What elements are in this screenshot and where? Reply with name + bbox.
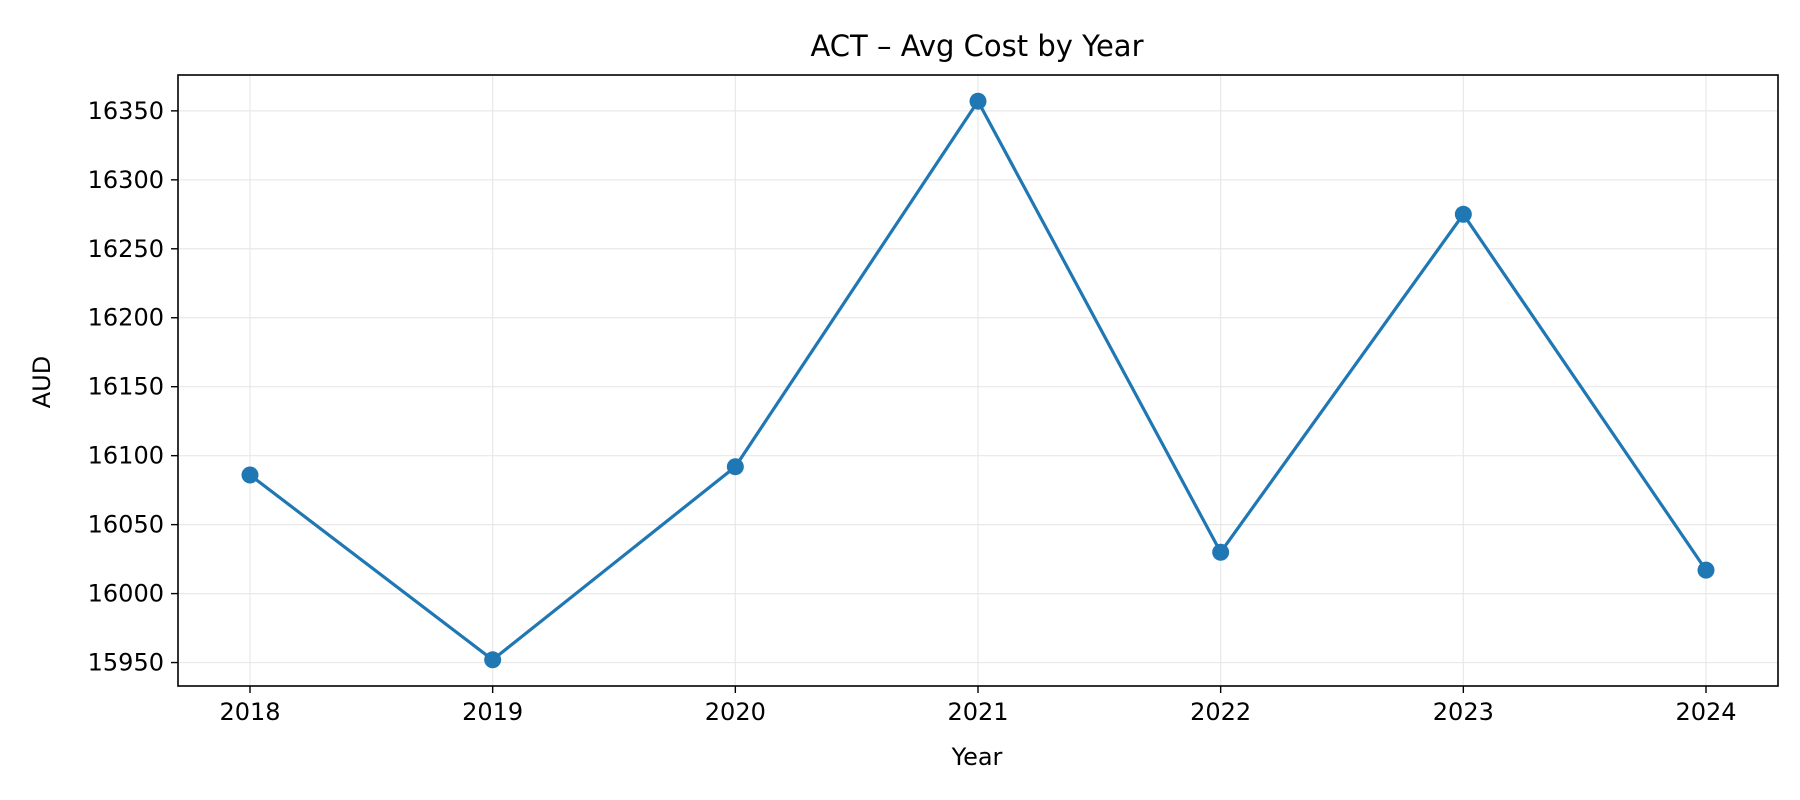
y-tick-label: 15950 [88,649,164,677]
data-point-2023 [1454,205,1472,223]
y-axis-title: AUD [28,356,56,408]
x-tick-label: 2018 [219,698,280,726]
y-tick-label: 16250 [88,235,164,263]
gridlines [178,75,1778,686]
data-point-2024 [1697,561,1715,579]
data-point-2019 [484,651,502,669]
x-tick-label: 2021 [947,698,1008,726]
x-tick-label: 2019 [462,698,523,726]
data-point-2022 [1212,543,1230,561]
data-point-2021 [969,92,987,110]
axes [171,74,1779,693]
y-tick-label: 16000 [88,580,164,608]
x-tick-label: 2024 [1675,698,1736,726]
y-tick-label: 16100 [88,442,164,470]
y-tick-label: 16150 [88,373,164,401]
data-point-2020 [726,458,744,476]
x-tick-label: 2023 [1433,698,1494,726]
x-tick-label: 2022 [1190,698,1251,726]
data-point-2018 [241,466,259,484]
x-tick-label: 2020 [705,698,766,726]
y-tick-label: 16300 [88,166,164,194]
chart-title: ACT – Avg Cost by Year [810,29,1143,63]
series-layer [241,92,1715,669]
y-tick-label: 16050 [88,511,164,539]
x-axis-title: Year [951,743,1003,771]
y-tick-label: 16350 [88,97,164,125]
y-tick-label: 16200 [88,304,164,332]
tick-labels: 2018 2019 2020 2021 2022 2023 2024 15950 16000 16… [88,97,1737,726]
